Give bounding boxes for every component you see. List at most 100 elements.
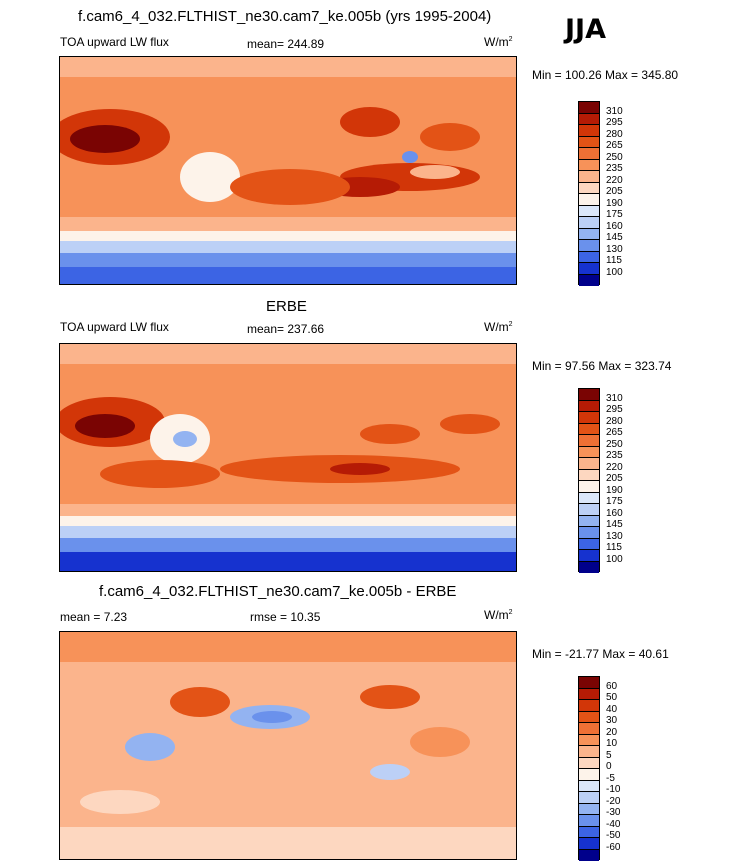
colorbar-tick-label: -5 xyxy=(606,772,615,784)
colorbar-tick-label: 160 xyxy=(606,220,623,232)
colorbar-tick-label: 130 xyxy=(606,530,623,542)
panel2-field-plot xyxy=(60,344,516,571)
colorbar-tick-label: 205 xyxy=(606,186,623,197)
colorbar-box xyxy=(579,458,599,470)
colorbar-box xyxy=(579,263,599,275)
colorbar-tick-label: 100 xyxy=(606,266,623,278)
colorbar-box xyxy=(579,561,599,573)
colorbar-box xyxy=(579,757,599,769)
colorbar-box xyxy=(579,815,599,827)
panel1-mean-label: mean= 244.89 xyxy=(247,37,325,51)
colorbar-box xyxy=(579,538,599,550)
colorbar-box xyxy=(579,171,599,183)
colorbar-box xyxy=(579,274,599,286)
panel3-minmax: Min = -21.77 Max = 40.61 xyxy=(532,647,669,661)
colorbar-tick-label: 175 xyxy=(606,209,623,220)
panel2-field-label: TOA upward LW flux xyxy=(60,320,169,334)
colorbar-box xyxy=(579,240,599,252)
colorbar-box xyxy=(579,838,599,850)
colorbar-tick-label: 115 xyxy=(606,255,622,266)
panel1-field-label: TOA upward LW flux xyxy=(60,35,169,49)
colorbar-tick-label: 220 xyxy=(606,461,623,473)
colorbar-box xyxy=(579,102,599,114)
colorbar-box xyxy=(579,251,599,263)
colorbar-box xyxy=(579,159,599,171)
season-label: JJA xyxy=(565,14,606,45)
colorbar-tick-label: 295 xyxy=(606,404,623,415)
panel2-units: W/m2 xyxy=(484,320,513,334)
colorbar-tick-label: 235 xyxy=(606,450,623,461)
colorbar-tick-label: -40 xyxy=(606,818,621,830)
panel3-map xyxy=(59,631,517,860)
colorbar-box xyxy=(579,194,599,206)
colorbar-box xyxy=(579,826,599,838)
colorbar-box xyxy=(579,746,599,758)
colorbar-box xyxy=(579,148,599,160)
panel3-units: W/m2 xyxy=(484,608,513,622)
colorbar-tick-label: 145 xyxy=(606,232,623,243)
colorbar-tick-label: 115 xyxy=(606,542,622,553)
colorbar-tick-label: 160 xyxy=(606,507,623,519)
colorbar-box xyxy=(579,711,599,723)
colorbar-box xyxy=(579,780,599,792)
colorbar-tick-label: 280 xyxy=(606,415,623,427)
colorbar-tick-label: -20 xyxy=(606,795,621,807)
colorbar-tick-label: 130 xyxy=(606,243,623,255)
colorbar-box xyxy=(579,700,599,712)
panel2-title: ERBE xyxy=(266,298,307,315)
colorbar-tick-label: 310 xyxy=(606,392,623,404)
colorbar-tick-label: 30 xyxy=(606,715,618,726)
colorbar-box xyxy=(579,217,599,229)
panel2-mean-label: mean= 237.66 xyxy=(247,322,325,336)
colorbar-box xyxy=(579,792,599,804)
colorbar-tick-label: -10 xyxy=(606,784,621,795)
colorbar-tick-label: 205 xyxy=(606,473,623,484)
colorbar-tick-label: 10 xyxy=(606,738,618,749)
colorbar-box xyxy=(579,677,599,689)
colorbar-tick-label: 250 xyxy=(606,151,623,163)
panel2-minmax: Min = 97.56 Max = 323.74 xyxy=(532,359,672,373)
colorbar-tick-label: 220 xyxy=(606,174,623,186)
colorbar-tick-label: 100 xyxy=(606,553,623,565)
colorbar-tick-label: 60 xyxy=(606,680,618,692)
colorbar-box xyxy=(579,136,599,148)
panel1-title: f.cam6_4_032.FLTHIST_ne30.cam7_ke.005b (… xyxy=(78,8,492,25)
colorbar-tick-label: -30 xyxy=(606,807,621,818)
colorbar-tick-label: 40 xyxy=(606,703,618,715)
colorbar-tick-label: 50 xyxy=(606,692,618,703)
colorbar-box xyxy=(579,435,599,447)
colorbar-tick-label: 145 xyxy=(606,519,623,530)
colorbar-tick-label: 5 xyxy=(606,749,612,761)
colorbar-tick-label: 250 xyxy=(606,438,623,450)
colorbar-box xyxy=(579,527,599,539)
colorbar-box xyxy=(579,469,599,481)
colorbar-box xyxy=(579,125,599,137)
colorbar-tick-label: 190 xyxy=(606,197,623,209)
colorbar-tick-label: 265 xyxy=(606,427,623,438)
colorbar-tick-label: 265 xyxy=(606,140,623,151)
panel1-field-plot xyxy=(60,57,516,284)
panel3-mean-label: mean = 7.23 xyxy=(60,610,128,624)
colorbar-box xyxy=(579,481,599,493)
colorbar-box xyxy=(579,734,599,746)
panel2-map xyxy=(59,343,517,572)
colorbar-box xyxy=(579,389,599,401)
colorbar-box xyxy=(579,400,599,412)
colorbar-box xyxy=(579,182,599,194)
colorbar-tick-label: 235 xyxy=(606,163,623,174)
panel1-map xyxy=(59,56,517,285)
colorbar-box xyxy=(579,769,599,781)
panel3-title: f.cam6_4_032.FLTHIST_ne30.cam7_ke.005b -… xyxy=(99,583,457,600)
colorbar-box xyxy=(579,688,599,700)
colorbar-tick-label: 0 xyxy=(606,761,612,772)
colorbar-box xyxy=(579,803,599,815)
panel1-units: W/m2 xyxy=(484,35,513,49)
colorbar-tick-label: -50 xyxy=(606,830,621,841)
colorbar-tick-label: -60 xyxy=(606,841,621,853)
colorbar-box xyxy=(579,849,599,861)
colorbar-box xyxy=(579,504,599,516)
colorbar-box xyxy=(579,446,599,458)
colorbar-tick-label: 310 xyxy=(606,105,623,117)
colorbar-box xyxy=(579,492,599,504)
colorbar-tick-label: 295 xyxy=(606,117,623,128)
